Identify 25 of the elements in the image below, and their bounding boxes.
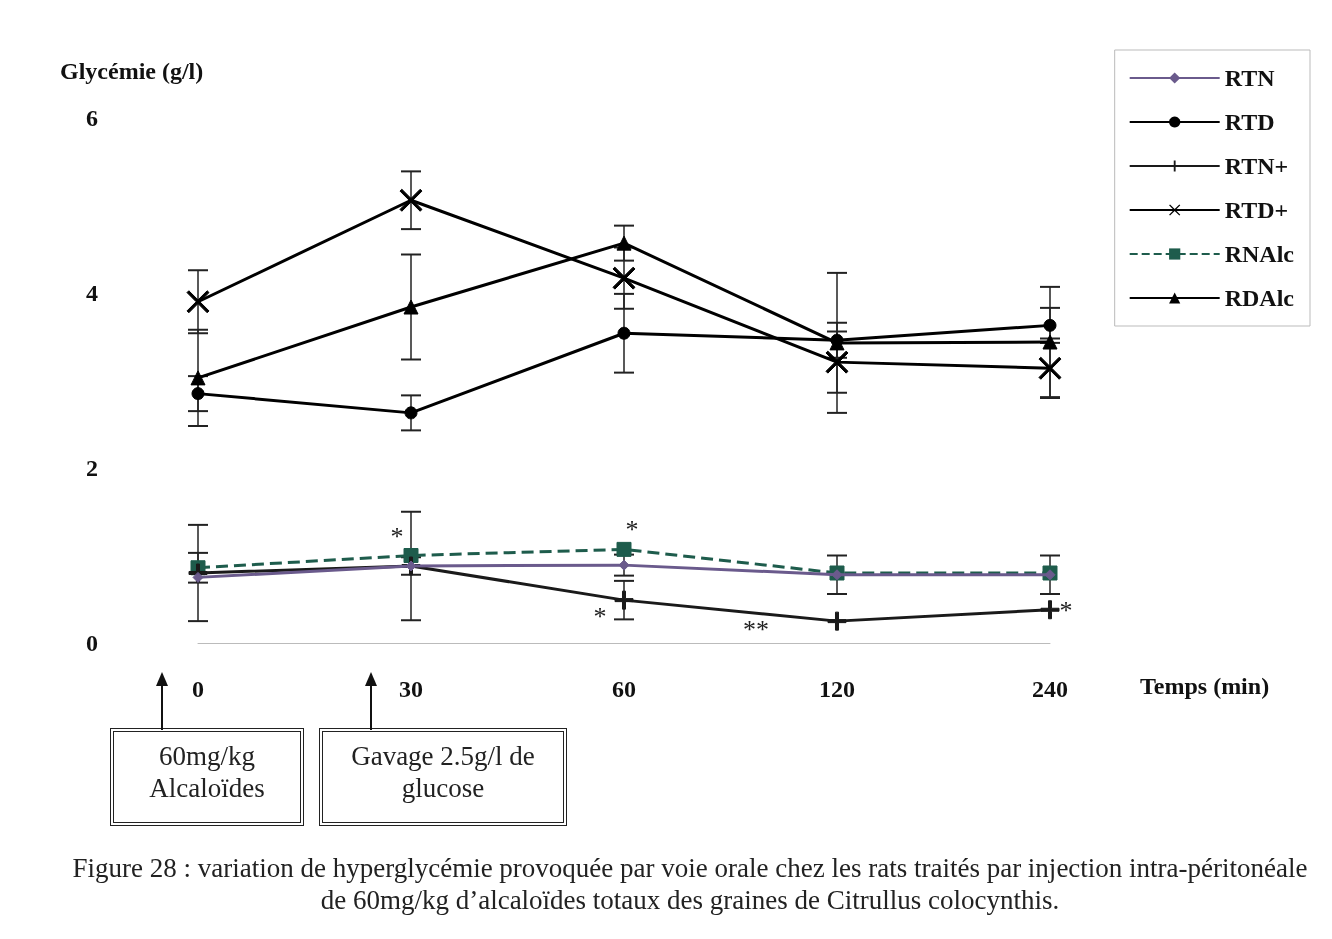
y-tick-label: 0 [86,630,98,656]
annotation: * [389,521,405,552]
x-tick-label: 120 [819,676,855,702]
x-tick-label: 30 [399,676,423,702]
x-tick-label: 240 [1032,676,1068,702]
y-axis-title: Glycémie (g/l) [60,58,204,85]
x-axis-title: Temps (min) [1140,673,1270,700]
annotation: * [592,602,608,633]
caption: Figure 28 : variation de hyperglycémie provoquée par voie orale chez les rats traités par injection intra-péritonéale de 60mg/kg d’alcaloïdes totaux des graines de Citrullus colocynthis. [71,852,1309,916]
text: Gavage 2.5g/l de glucose [319,728,567,826]
y-tick-label: 6 [86,105,98,131]
y-tick-label: 2 [86,455,98,481]
x-tick-label: 60 [612,676,636,702]
y-tick-label: 4 [86,280,98,306]
legend-label: RTN [1224,65,1276,91]
legend-label: RDAlc [1224,285,1295,311]
annotation: * [624,515,640,546]
annotation: ** [742,615,771,646]
legend-label: RTD [1224,109,1275,135]
annotation: * [1058,595,1074,626]
x-tick-label: 0 [192,676,204,702]
text: 60mg/kg Alcaloïdes [110,728,304,826]
legend-label: RTN+ [1224,153,1289,179]
legend-label: RNAlc [1224,241,1295,267]
legend-label: RTD+ [1224,197,1289,223]
